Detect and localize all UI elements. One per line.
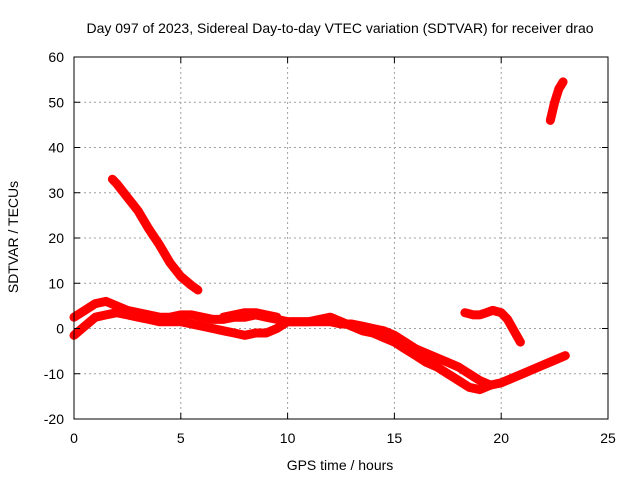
y-tick-label: -10 [44, 366, 64, 382]
y-tick-label: 50 [48, 94, 64, 110]
x-axis-label: GPS time / hours [287, 457, 394, 473]
y-tick-label: 40 [48, 140, 64, 156]
y-tick-label: -20 [44, 411, 64, 427]
series-late-arc [460, 305, 525, 347]
x-tick-label: 0 [70, 430, 78, 446]
y-tick-label: 0 [56, 321, 64, 337]
axis-ticks: 0 5 10 15 20 25 -20 -10 0 10 20 30 40 50 60 [44, 49, 616, 446]
x-tick-label: 15 [387, 430, 403, 446]
series-end-rising [545, 77, 568, 125]
x-tick-label: 10 [280, 430, 296, 446]
y-tick-label: 60 [48, 49, 64, 65]
series-layer [69, 77, 570, 395]
y-tick-label: 10 [48, 275, 64, 291]
series-mid-segment [219, 308, 282, 322]
chart-title: Day 097 of 2023, Sidereal Day-to-day VTE… [86, 20, 593, 36]
x-tick-label: 5 [177, 430, 185, 446]
x-tick-label: 25 [600, 430, 616, 446]
x-tick-label: 20 [493, 430, 509, 446]
y-tick-label: 30 [48, 185, 64, 201]
y-tick-label: 20 [48, 230, 64, 246]
series-main-band-lower [69, 308, 495, 395]
series-early-descending [107, 174, 203, 295]
y-axis-label: SDTVAR / TECUs [5, 181, 21, 293]
